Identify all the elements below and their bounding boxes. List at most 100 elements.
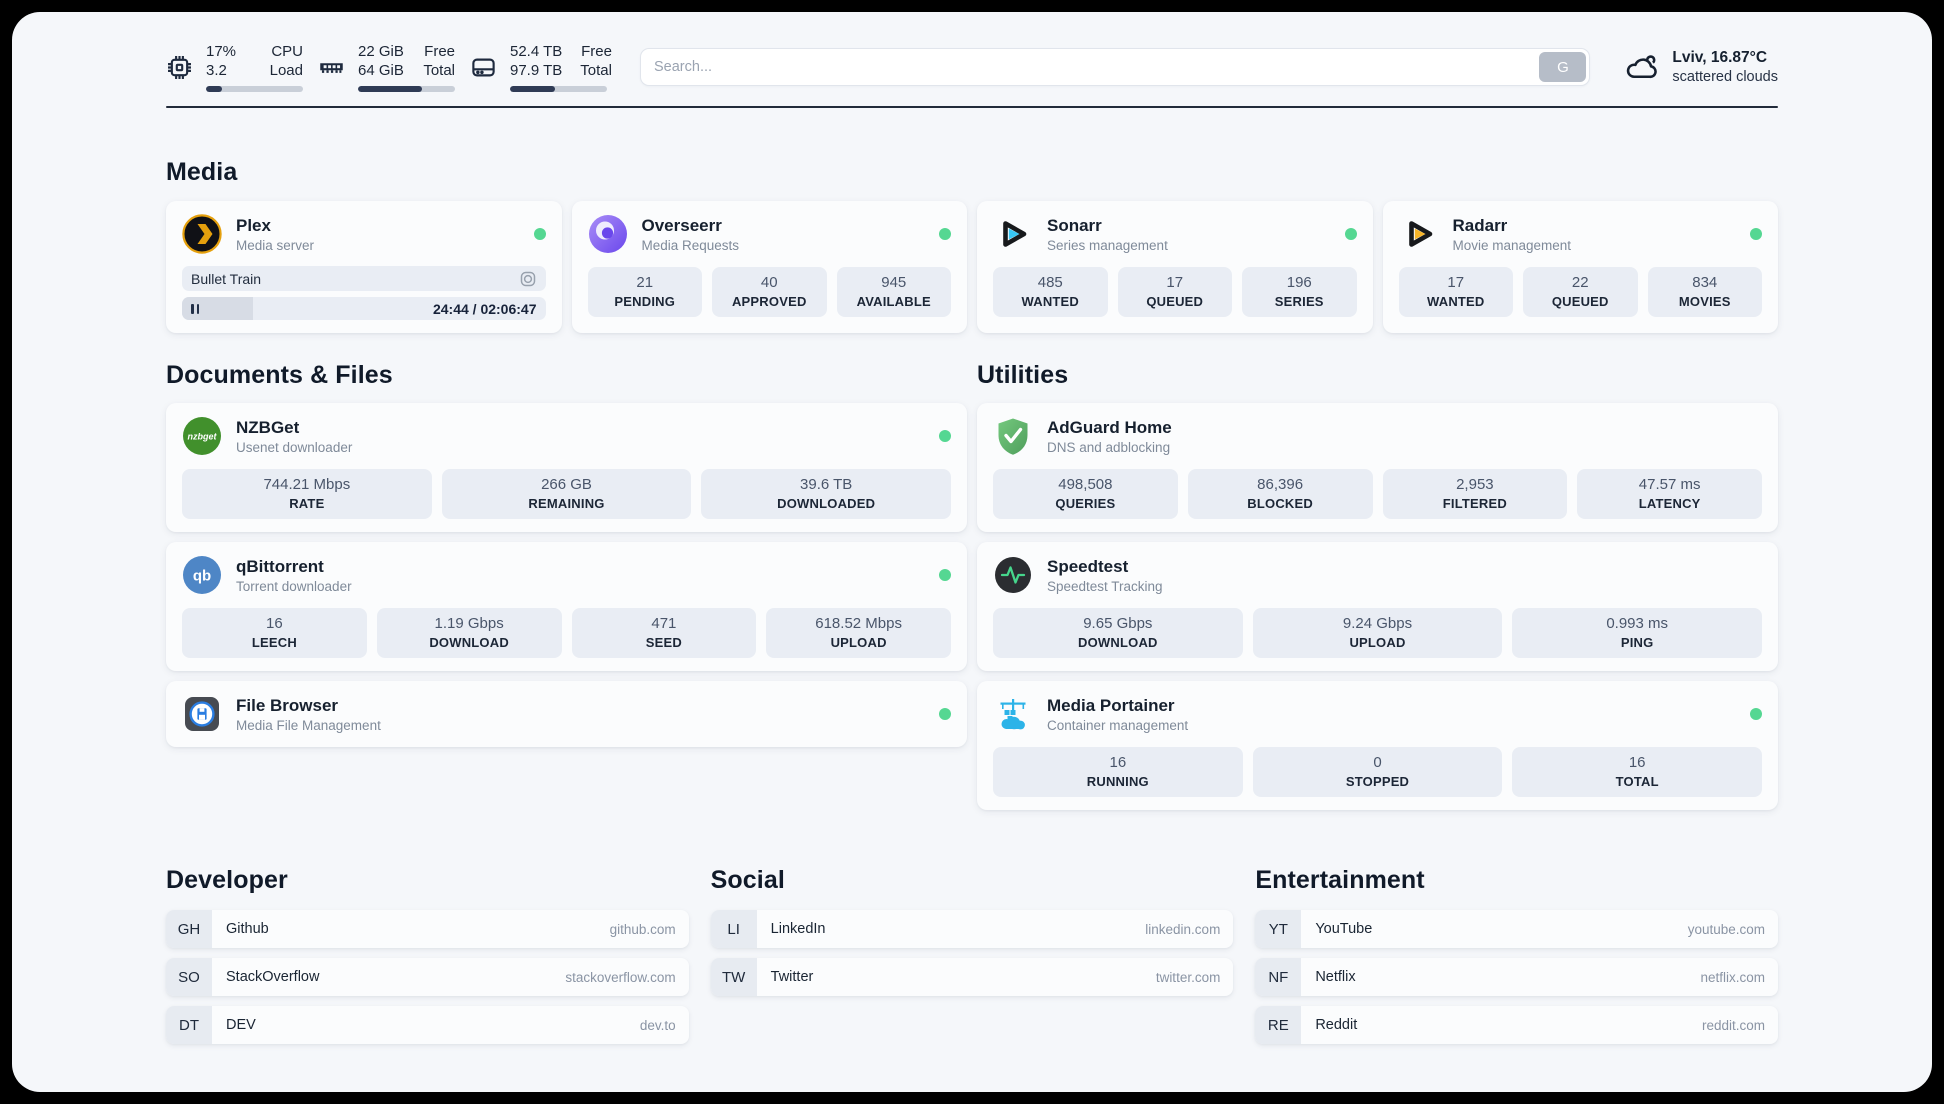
cpu-progressbar (206, 86, 303, 92)
bookmark-row-github[interactable]: GH Github github.com (166, 910, 689, 948)
service-card-qbittorrent[interactable]: qb qBittorrent Torrent downloader 16 LEE… (166, 542, 967, 671)
bookmark-label: Reddit (1315, 1017, 1358, 1033)
cpu-stat: 17% CPU 3.2 Load (166, 42, 303, 92)
status-dot (533, 228, 546, 240)
filebrowser-icon (182, 694, 222, 734)
system-bar: 17% CPU 3.2 Load (166, 42, 1778, 92)
stat-pending: 21 PENDING (587, 267, 702, 317)
documents-column: nzbget NZBGet Usenet downloader 744.21 M… (166, 403, 967, 747)
service-card-speedtest[interactable]: Speedtest Speedtest Tracking 9.65 Gbps D… (977, 542, 1778, 671)
utilities-column: AdGuard Home DNS and adblocking 498,508 … (977, 403, 1778, 810)
bookmark-abbr: LI (710, 910, 757, 948)
stat-wanted: 485 WANTED (993, 267, 1108, 317)
status-dot (1750, 708, 1762, 720)
bookmark-section-social: Social LI LinkedIn linkedin.com TW Twitt… (710, 866, 1234, 1044)
cpu-percent: 17% (206, 43, 237, 60)
service-card-nzbget[interactable]: nzbget NZBGet Usenet downloader 744.21 M… (166, 403, 967, 532)
cpu-icon (166, 54, 193, 81)
stat-rate: 744.21 Mbps RATE (182, 469, 432, 519)
stat-download: 9.65 Gbps DOWNLOAD (993, 608, 1243, 658)
ram-icon (318, 54, 345, 81)
now-playing-row: Bullet Train (182, 266, 546, 291)
svg-text:nzbget: nzbget (188, 432, 218, 442)
stat-upload: 9.24 Gbps UPLOAD (1252, 608, 1503, 658)
scattered-clouds-icon (1624, 49, 1660, 85)
section-title-social: Social (710, 866, 785, 894)
service-card-adguard[interactable]: AdGuard Home DNS and adblocking 498,508 … (977, 403, 1778, 532)
service-card-plex[interactable]: Plex Media server Bullet Train 24:44 / 0… (166, 201, 562, 333)
service-card-sonarr[interactable]: Sonarr Series management 485 WANTED 17 Q… (977, 201, 1373, 333)
bookmark-url: github.com (609, 921, 676, 937)
disk-free-label: Free (581, 43, 612, 60)
playback-progress: 24:44 / 02:06:47 (182, 297, 546, 320)
service-subtitle: Media server (236, 238, 315, 253)
status-dot (939, 430, 951, 442)
weather-condition: scattered clouds (1672, 68, 1778, 85)
bookmark-row-twitter[interactable]: TW Twitter twitter.com (710, 958, 1234, 996)
service-card-portainer[interactable]: Media Portainer Container management 16 … (977, 681, 1778, 810)
bookmark-label: StackOverflow (226, 969, 320, 985)
service-subtitle: Usenet downloader (236, 440, 353, 455)
stat-seed: 471 SEED (571, 608, 757, 658)
section-title-developer: Developer (166, 866, 288, 894)
playback-time: 24:44 / 02:06:47 (432, 300, 537, 317)
service-name: Speedtest (1047, 557, 1129, 576)
section-title-utilities: Utilities (977, 361, 1069, 389)
stat-latency: 47.57 ms LATENCY (1577, 469, 1762, 519)
service-name: Sonarr (1047, 216, 1102, 235)
disk-icon (470, 54, 497, 81)
bookmark-abbr: YT (1255, 910, 1302, 948)
stat-wanted: 17 WANTED (1398, 267, 1513, 317)
stat-stopped: 0 STOPPED (1252, 747, 1503, 797)
overseerr-icon (588, 214, 628, 254)
service-name: Overseerr (641, 216, 722, 235)
stat-upload: 618.52 Mbps UPLOAD (766, 608, 951, 658)
ram-free-label: Free (424, 43, 455, 60)
plex-icon (182, 214, 222, 254)
service-subtitle: Movie management (1452, 238, 1572, 253)
section-title-documents: Documents & Files (166, 361, 393, 389)
stat-queries: 498,508 QUERIES (993, 469, 1178, 519)
session-icon[interactable] (519, 270, 537, 288)
search-bar: G (640, 48, 1591, 86)
service-subtitle: DNS and adblocking (1047, 440, 1171, 455)
disk-total-value: 97.9 TB (510, 62, 563, 79)
cpu-load-label: Load (269, 62, 303, 79)
status-dot (1750, 228, 1762, 240)
bookmark-row-dev[interactable]: DT DEV dev.to (166, 1006, 689, 1044)
bookmark-abbr: SO (166, 958, 212, 996)
pause-icon[interactable] (191, 303, 199, 314)
bookmark-row-youtube[interactable]: YT YouTube youtube.com (1255, 910, 1778, 948)
search-engine-button[interactable]: G (1539, 52, 1587, 82)
service-card-overseerr[interactable]: Overseerr Media Requests 21 PENDING 40 A… (571, 201, 967, 333)
bookmark-section-developer: Developer GH Github github.com SO StackO… (166, 866, 689, 1044)
qbittorrent-icon: qb (182, 555, 222, 595)
service-card-radarr[interactable]: Radarr Movie management 17 WANTED 22 QUE… (1382, 201, 1778, 333)
nzbget-icon: nzbget (182, 416, 222, 456)
service-name: Media Portainer (1047, 696, 1175, 715)
service-name: AdGuard Home (1047, 418, 1172, 437)
stat-movies: 834 MOVIES (1647, 267, 1762, 317)
bookmark-row-linkedin[interactable]: LI LinkedIn linkedin.com (710, 910, 1234, 948)
bookmark-label: DEV (226, 1017, 256, 1033)
bookmark-row-netflix[interactable]: NF Netflix netflix.com (1255, 958, 1778, 996)
stat-approved: 40 APPROVED (712, 267, 827, 317)
now-playing-title: Bullet Train (191, 270, 262, 287)
bookmark-url: twitter.com (1155, 969, 1221, 985)
search-input[interactable] (641, 59, 1590, 75)
weather-location-temp: Lviv, 16.87°C (1672, 48, 1768, 66)
disk-progressbar (510, 86, 607, 92)
status-dot (939, 228, 951, 240)
ram-stat: 22 GiB Free 64 GiB Total (318, 42, 455, 92)
stat-total: 16 TOTAL (1512, 747, 1763, 797)
service-name: Plex (236, 216, 271, 235)
service-card-filebrowser[interactable]: File Browser Media File Management (166, 681, 967, 747)
bookmark-row-reddit[interactable]: RE Reddit reddit.com (1255, 1006, 1778, 1044)
service-name: qBittorrent (236, 557, 324, 576)
bookmark-row-stackoverflow[interactable]: SO StackOverflow stackoverflow.com (166, 958, 689, 996)
bookmark-label: Github (226, 921, 269, 937)
disk-stat: 52.4 TB Free 97.9 TB Total (470, 42, 612, 92)
bookmark-url: youtube.com (1687, 921, 1765, 937)
cpu-label: CPU (271, 43, 303, 60)
bookmark-url: dev.to (639, 1017, 676, 1033)
